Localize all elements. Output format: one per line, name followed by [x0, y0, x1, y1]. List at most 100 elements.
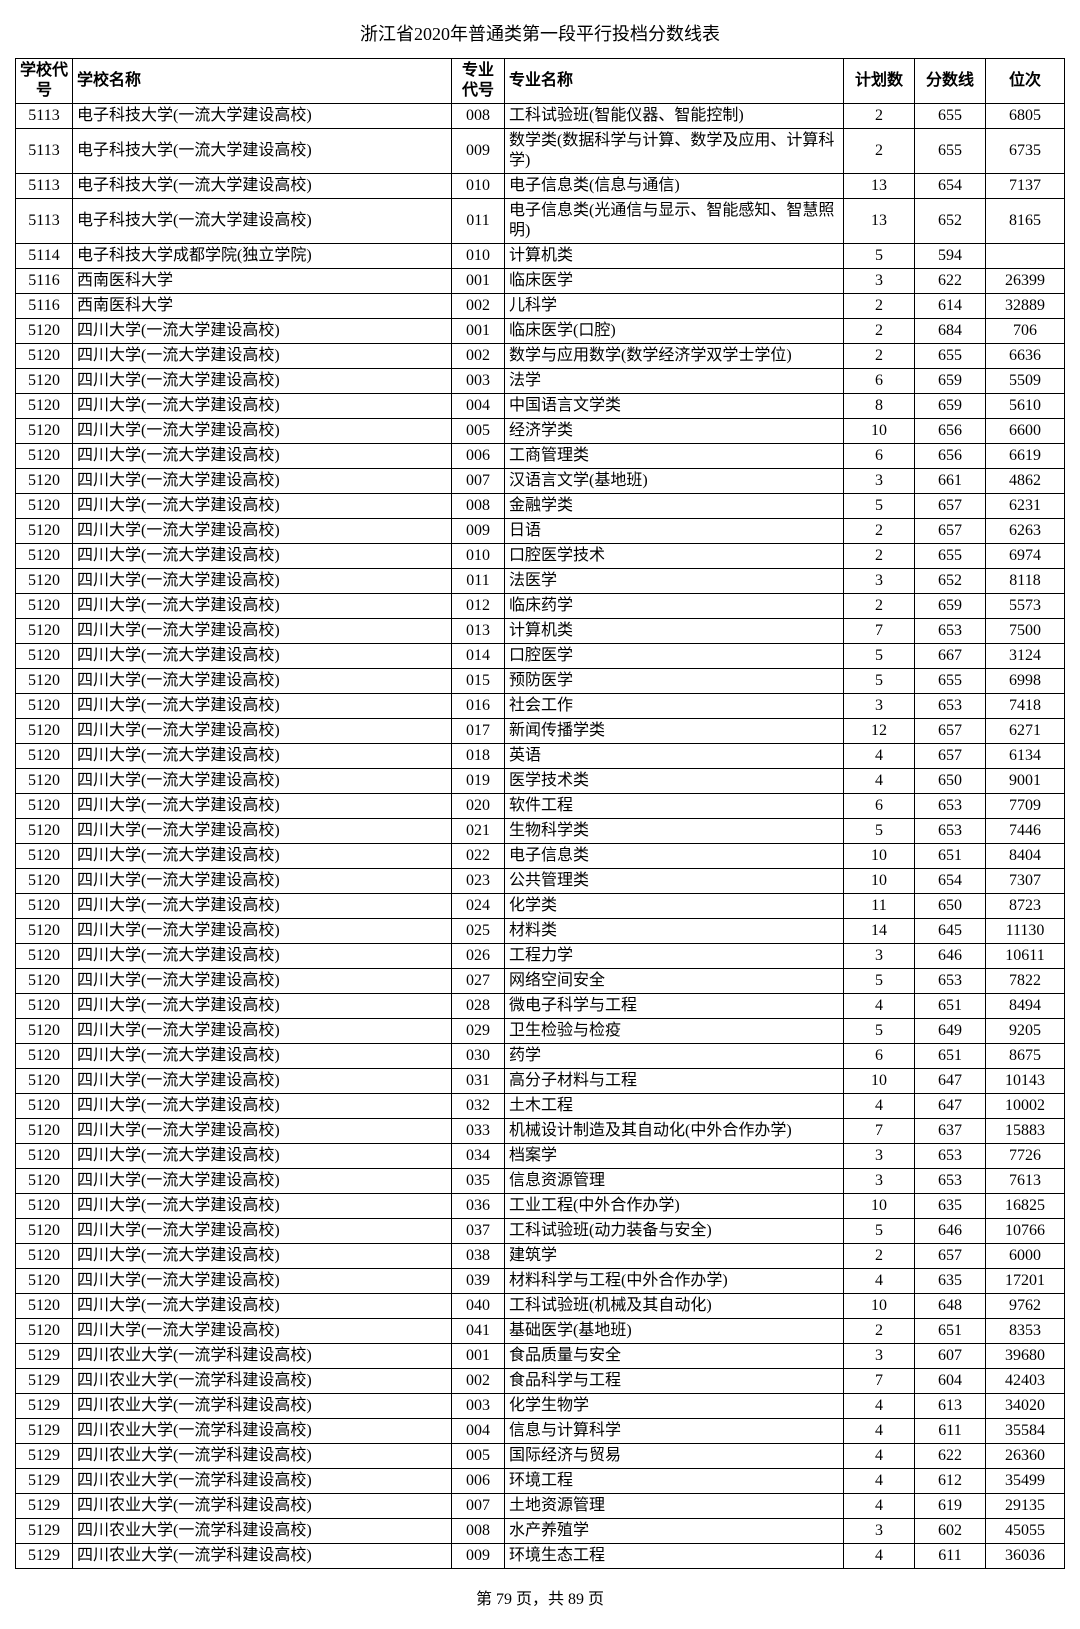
cell: 数学与应用数学(数学经济学双学士学位): [505, 344, 844, 369]
cell: 35584: [986, 1419, 1065, 1444]
cell: 5: [844, 669, 915, 694]
cell: 041: [452, 1319, 505, 1344]
cell: 法学: [505, 369, 844, 394]
cell: 5120: [16, 1244, 73, 1269]
cell: 4862: [986, 469, 1065, 494]
cell: 5610: [986, 394, 1065, 419]
table-row: 5120四川大学(一流大学建设高校)015预防医学56556998: [16, 669, 1065, 694]
cell: 国际经济与贸易: [505, 1444, 844, 1469]
cell: 34020: [986, 1394, 1065, 1419]
cell: 4: [844, 744, 915, 769]
table-row: 5120四川大学(一流大学建设高校)027网络空间安全56537822: [16, 969, 1065, 994]
cell: 日语: [505, 519, 844, 544]
table-row: 5129四川农业大学(一流学科建设高校)008水产养殖学360245055: [16, 1519, 1065, 1544]
cell: 5120: [16, 1319, 73, 1344]
cell: 7: [844, 619, 915, 644]
cell: 电子信息类(信息与通信): [505, 174, 844, 199]
cell: 6: [844, 369, 915, 394]
cell: 010: [452, 174, 505, 199]
cell: 013: [452, 619, 505, 644]
cell: 29135: [986, 1494, 1065, 1519]
cell: 2: [844, 544, 915, 569]
cell: 010: [452, 244, 505, 269]
cell: 4: [844, 1544, 915, 1569]
cell: 6: [844, 1044, 915, 1069]
cell: 7822: [986, 969, 1065, 994]
cell: 5120: [16, 544, 73, 569]
cell: 软件工程: [505, 794, 844, 819]
cell: 653: [915, 694, 986, 719]
cell: 临床医学: [505, 269, 844, 294]
cell: 7446: [986, 819, 1065, 844]
cell: 6: [844, 794, 915, 819]
cell: 647: [915, 1094, 986, 1119]
cell: 655: [915, 344, 986, 369]
cell: 信息资源管理: [505, 1169, 844, 1194]
cell: 5120: [16, 1069, 73, 1094]
cell: 650: [915, 894, 986, 919]
cell: 651: [915, 1044, 986, 1069]
table-row: 5120四川大学(一流大学建设高校)032土木工程464710002: [16, 1094, 1065, 1119]
cell: 四川大学(一流大学建设高校): [73, 769, 452, 794]
cell: 4: [844, 1469, 915, 1494]
cell: 657: [915, 719, 986, 744]
cell: 6231: [986, 494, 1065, 519]
cell: 计算机类: [505, 619, 844, 644]
cell: 卫生检验与检疫: [505, 1019, 844, 1044]
cell: 649: [915, 1019, 986, 1044]
cell: 017: [452, 719, 505, 744]
cell: 007: [452, 1494, 505, 1519]
cell: 5: [844, 819, 915, 844]
cell: 四川大学(一流大学建设高校): [73, 569, 452, 594]
cell: 653: [915, 619, 986, 644]
cell: 5120: [16, 494, 73, 519]
table-row: 5113电子科技大学(一流大学建设高校)010电子信息类(信息与通信)13654…: [16, 174, 1065, 199]
cell: 5129: [16, 1369, 73, 1394]
cell: 032: [452, 1094, 505, 1119]
cell: 653: [915, 819, 986, 844]
cell: 005: [452, 419, 505, 444]
cell: 659: [915, 369, 986, 394]
cell: 4: [844, 1394, 915, 1419]
cell: 007: [452, 469, 505, 494]
cell: 四川大学(一流大学建设高校): [73, 344, 452, 369]
cell: 5120: [16, 794, 73, 819]
cell: 四川大学(一流大学建设高校): [73, 394, 452, 419]
cell: 5120: [16, 1019, 73, 1044]
cell: 环境工程: [505, 1469, 844, 1494]
cell: 5116: [16, 294, 73, 319]
cell: 35499: [986, 1469, 1065, 1494]
cell: 016: [452, 694, 505, 719]
cell: 四川大学(一流大学建设高校): [73, 894, 452, 919]
cell: 019: [452, 769, 505, 794]
cell: 社会工作: [505, 694, 844, 719]
table-row: 5120四川大学(一流大学建设高校)003法学66595509: [16, 369, 1065, 394]
cell: 8723: [986, 894, 1065, 919]
cell: 650: [915, 769, 986, 794]
cell: 7: [844, 1119, 915, 1144]
cell: 8: [844, 394, 915, 419]
cell: 四川大学(一流大学建设高校): [73, 1094, 452, 1119]
cell: 659: [915, 394, 986, 419]
table-row: 5116西南医科大学002儿科学261432889: [16, 294, 1065, 319]
cell: 英语: [505, 744, 844, 769]
cell: 口腔医学: [505, 644, 844, 669]
cell: 26399: [986, 269, 1065, 294]
table-row: 5120四川大学(一流大学建设高校)026工程力学364610611: [16, 944, 1065, 969]
table-row: 5120四川大学(一流大学建设高校)020软件工程66537709: [16, 794, 1065, 819]
cell: 5113: [16, 104, 73, 129]
cell: 电子科技大学成都学院(独立学院): [73, 244, 452, 269]
cell: 657: [915, 494, 986, 519]
cell: 口腔医学技术: [505, 544, 844, 569]
cell: 021: [452, 819, 505, 844]
cell: 611: [915, 1544, 986, 1569]
cell: 四川大学(一流大学建设高校): [73, 1294, 452, 1319]
cell: 四川大学(一流大学建设高校): [73, 1219, 452, 1244]
cell: 8118: [986, 569, 1065, 594]
cell: 17201: [986, 1269, 1065, 1294]
cell: 2: [844, 294, 915, 319]
cell: 5120: [16, 594, 73, 619]
cell: 5129: [16, 1494, 73, 1519]
cell: 033: [452, 1119, 505, 1144]
cell: 654: [915, 174, 986, 199]
